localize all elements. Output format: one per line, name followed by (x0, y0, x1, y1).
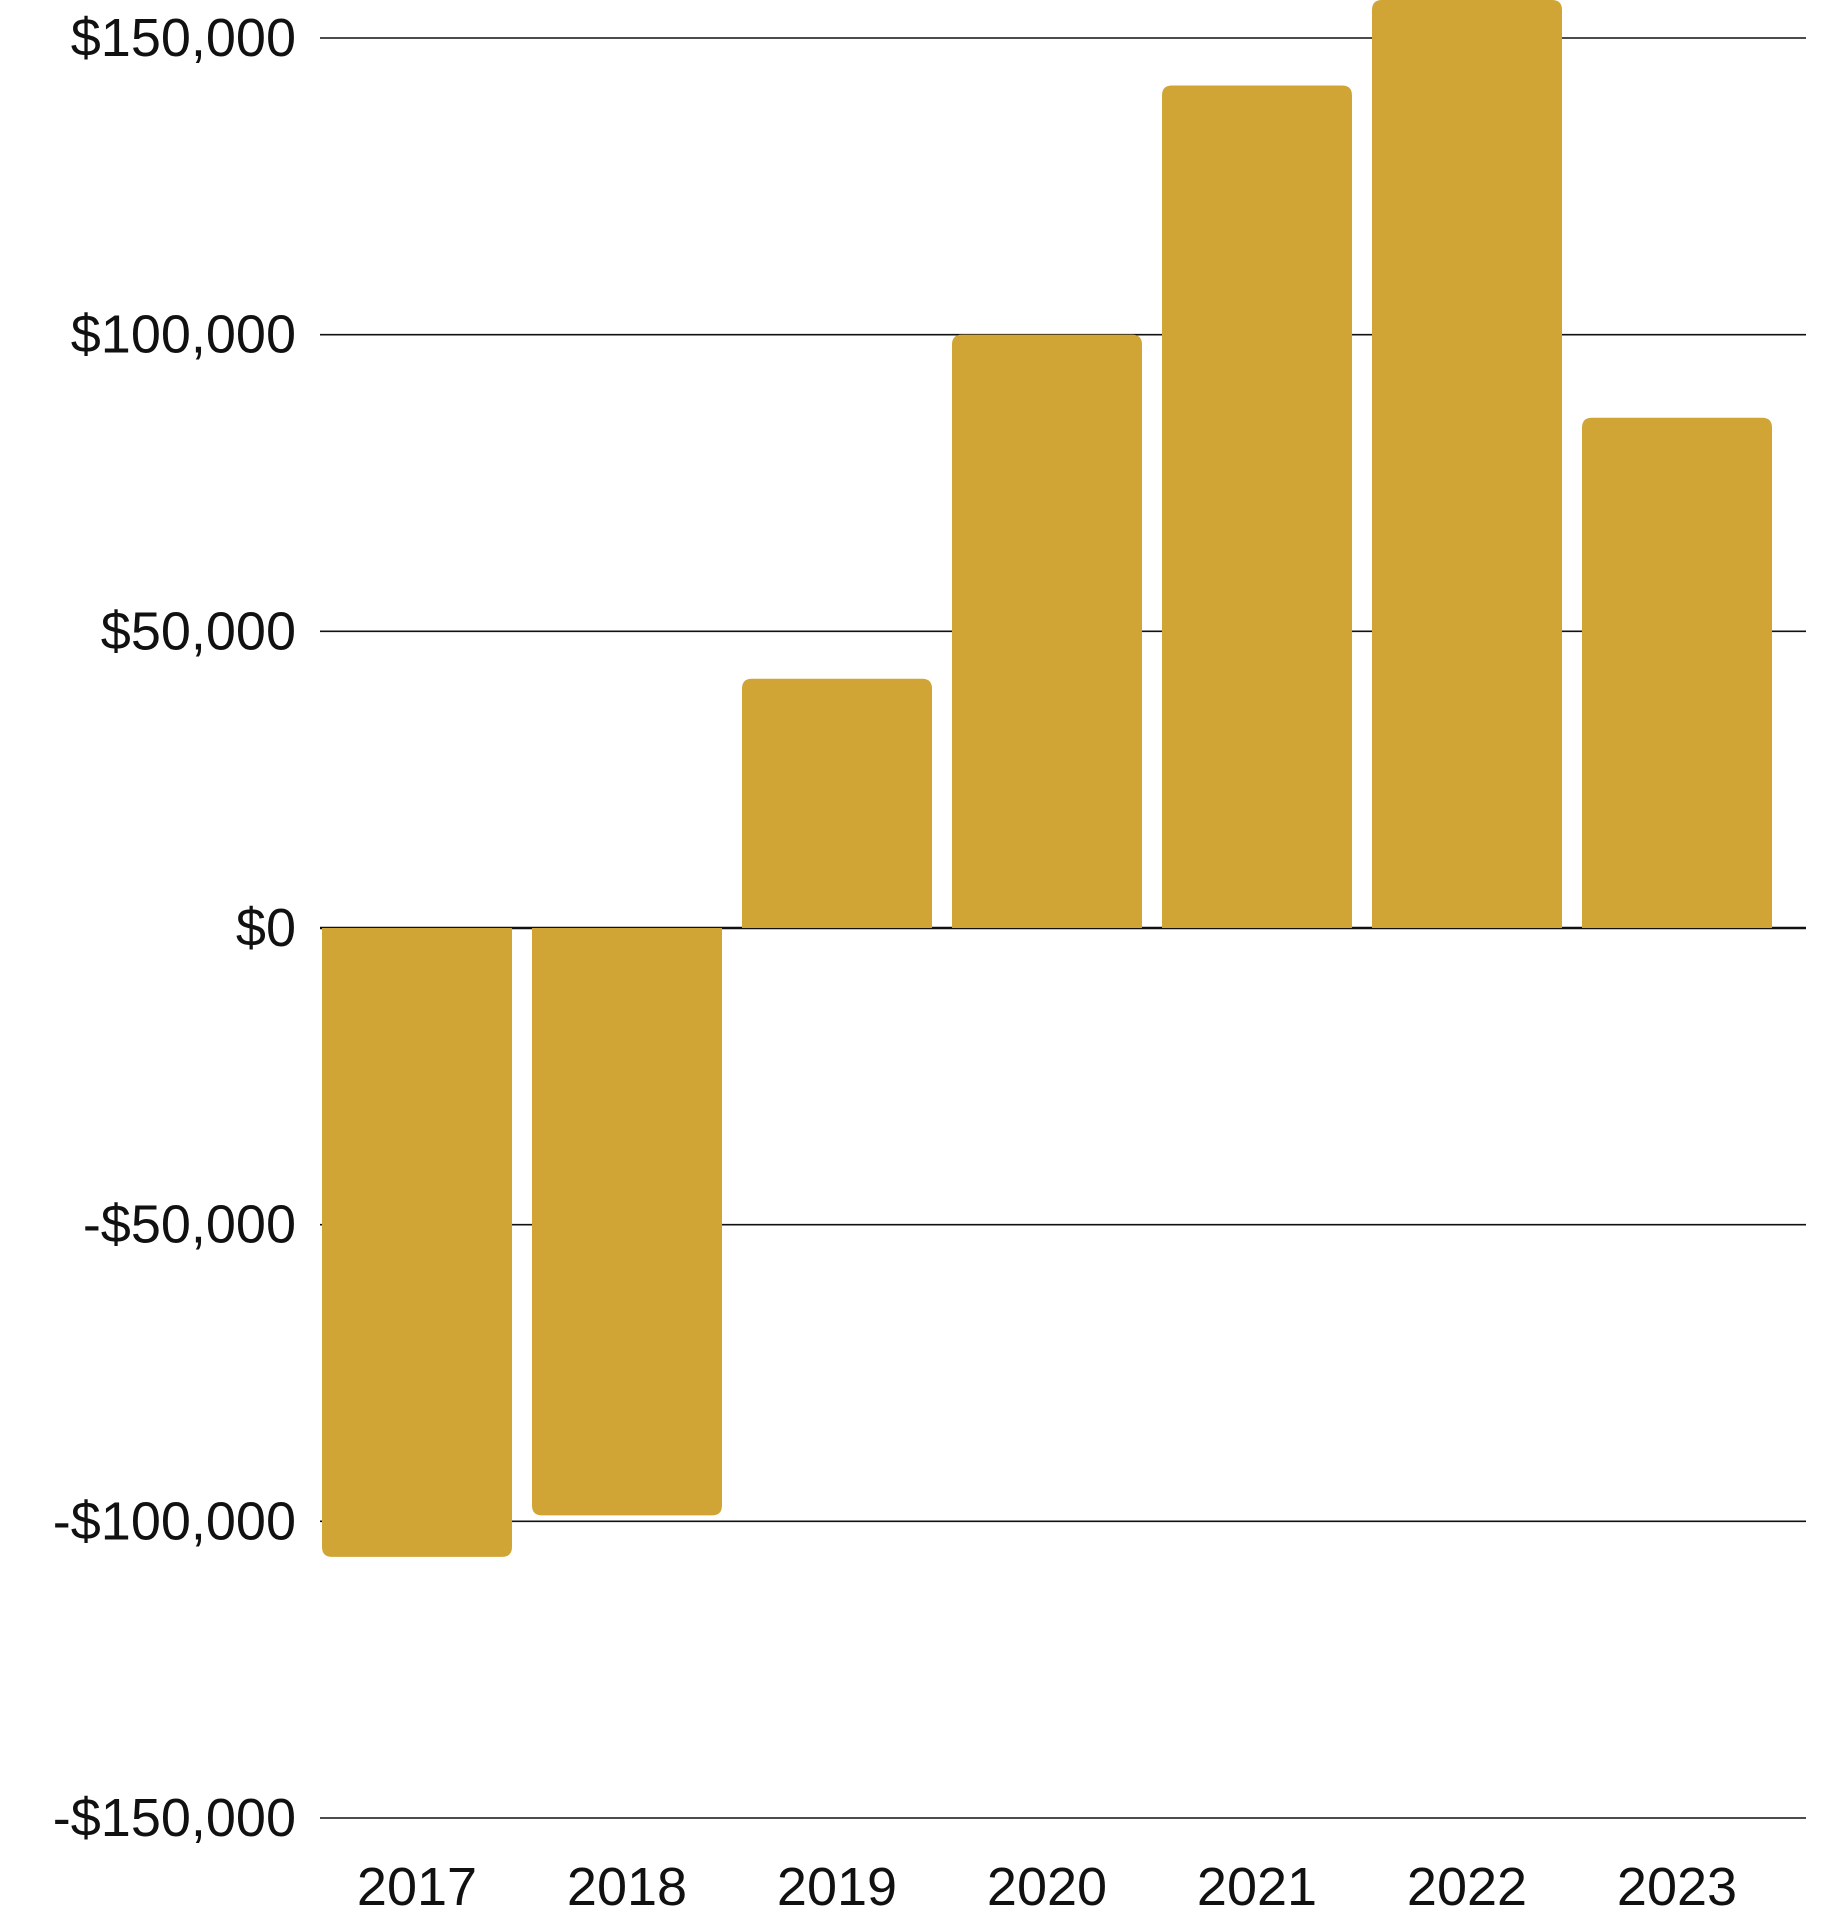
y-tick-label: $0 (236, 898, 296, 958)
bars (322, 0, 1772, 1557)
y-tick-label: $150,000 (71, 8, 296, 68)
x-tick-label: 2023 (1617, 1857, 1737, 1917)
x-tick-label: 2018 (567, 1857, 687, 1917)
bar-2023 (1582, 417, 1772, 928)
y-axis-tick-labels: $150,000 $100,000 $50,000 $0 -$50,000 -$100,0… (53, 8, 296, 1848)
x-tick-label: 2022 (1407, 1857, 1527, 1917)
x-tick-label: 2020 (987, 1857, 1107, 1917)
y-tick-label: -$100,000 (53, 1491, 296, 1551)
x-tick-label: 2019 (777, 1857, 897, 1917)
bar-2020 (952, 334, 1142, 929)
bar-2017 (322, 928, 512, 1557)
y-tick-label: $50,000 (101, 601, 296, 661)
bar-2021 (1162, 85, 1352, 928)
y-tick-label: -$150,000 (53, 1788, 296, 1848)
bar-2022 (1372, 0, 1562, 928)
x-tick-label: 2021 (1197, 1857, 1317, 1917)
bar-2019 (742, 678, 932, 928)
x-axis-tick-labels: 2017 2018 2019 2020 2021 2022 2023 (357, 1857, 1737, 1917)
y-tick-label: -$50,000 (83, 1195, 296, 1255)
bar-2018 (532, 928, 722, 1516)
x-tick-label: 2017 (357, 1857, 477, 1917)
y-tick-label: $100,000 (71, 305, 296, 365)
